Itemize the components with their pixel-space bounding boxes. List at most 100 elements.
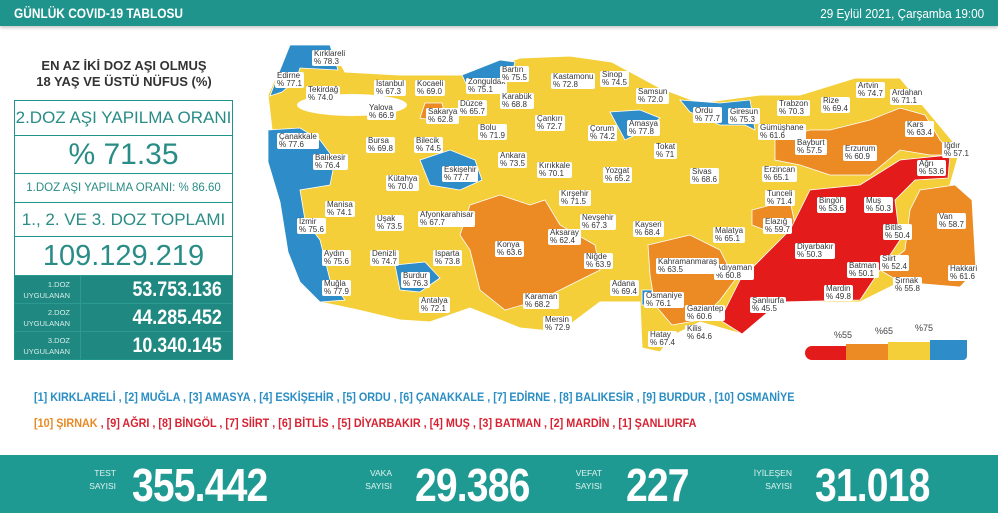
province-rate: % 59.7 <box>765 225 790 234</box>
province-rate: % 71 <box>656 150 675 159</box>
province-name: Sakarya <box>428 107 458 116</box>
dose-value: 10.340.145 <box>132 334 222 357</box>
province-label: Bolu% 71.9 <box>478 124 507 140</box>
province-label: Kırıkkale% 70.1 <box>537 161 573 178</box>
province-name: İzmir <box>299 217 317 226</box>
province-label: Eskişehir% 77.7 <box>442 166 479 182</box>
province-rate: % 76.3 <box>403 279 428 288</box>
province-rate: % 70.1 <box>539 169 564 178</box>
province-name: Kırklareli <box>314 49 346 58</box>
province-name: Çankırı <box>537 114 563 123</box>
top-ten-list: [1] KIRKLARELİ , [2] MUĞLA , [3] AMASYA … <box>34 390 795 404</box>
province-name: Kastamonu <box>553 72 594 81</box>
province-rate: % 72.9 <box>545 323 570 332</box>
province-name: Burdur <box>403 271 428 280</box>
province-name: Van <box>939 212 953 221</box>
province-label: Niğde% 63.9 <box>584 253 613 269</box>
province-label: Gaziantep% 60.6 <box>685 305 726 321</box>
province-rate: % 53.6 <box>819 204 844 213</box>
province-rate: % 65.1 <box>715 234 740 243</box>
province-name: İstanbul <box>376 79 405 88</box>
province-rate: % 62.8 <box>428 115 453 124</box>
province-label: Burdur% 76.3 <box>401 272 430 288</box>
province-label: Giresun% 75.3 <box>728 108 761 124</box>
province-name: Erzincan <box>764 165 796 174</box>
province-label: Bitlis% 50.4 <box>883 224 912 240</box>
province-label: Kocaeli% 69.0 <box>415 80 446 96</box>
province-name: Osmaniye <box>646 291 683 300</box>
province-name: Rize <box>823 96 840 105</box>
province-name: Tekirdağ <box>308 85 339 94</box>
province-rate: % 74.5 <box>602 78 627 87</box>
province-name: Elazığ <box>765 217 788 226</box>
province-rate: % 74.1 <box>327 208 352 217</box>
province-name: Konya <box>497 240 520 249</box>
province-rate: % 63.5 <box>658 265 683 274</box>
province-name: Şırnak <box>895 276 919 285</box>
province-rate: % 57.5 <box>797 146 822 155</box>
province-label: Karaman% 68.2 <box>523 293 560 309</box>
province-rate: % 69.4 <box>823 104 848 113</box>
province-label: Antalya% 72.1 <box>419 297 450 313</box>
page-title: GÜNLÜK COVID-19 TABLOSU <box>14 5 184 21</box>
province-rate: % 62.4 <box>550 236 575 245</box>
province-label: İzmir% 75.6 <box>297 218 326 234</box>
province-name: Aksaray <box>550 228 579 237</box>
province-rate: % 57.1 <box>944 149 969 158</box>
dose-row: 1.DOZ UYGULANAN 53.753.136 <box>15 275 232 303</box>
province-rate: % 70.3 <box>779 107 804 116</box>
province-name: Kayseri <box>635 220 662 229</box>
province-label: Hatay% 67.4 <box>648 331 677 347</box>
province-label: Çorum% 74.2 <box>588 125 617 141</box>
province-label: Şırnak% 55.8 <box>893 277 922 293</box>
province-label: Sinop% 74.5 <box>600 71 629 87</box>
province-rate: % 75.6 <box>324 257 349 266</box>
province-rate: % 65.7 <box>460 107 485 116</box>
province-label: İstanbul% 67.3 <box>374 79 407 96</box>
province-rate: % 74.2 <box>590 132 615 141</box>
province-name: Samsun <box>638 87 668 96</box>
province-name: Yozgat <box>605 166 630 175</box>
province-label: Kars% 63.4 <box>905 121 934 137</box>
province-name: Kırıkkale <box>539 161 571 170</box>
province-label: Samsun% 72.0 <box>636 87 670 104</box>
province-name: Kahramanmaraş <box>658 257 718 266</box>
province-rate: % 69.0 <box>417 87 442 96</box>
province-name: Siirt <box>882 254 896 263</box>
province-label: Tokat% 71 <box>654 143 678 159</box>
province-label: Ankara% 73.5 <box>498 152 528 168</box>
province-name: Sinop <box>602 70 623 79</box>
daily-stats-bar: TEST SAYISI 355.442 VAKA SAYISI 29.386 VEF… <box>0 455 998 513</box>
province-label: Mersin% 72.9 <box>543 316 572 332</box>
province-name: Adıyaman <box>716 263 753 272</box>
province-rate: % 72.1 <box>421 304 446 313</box>
legend-orange <box>846 344 888 360</box>
province-rate: % 77.7 <box>444 173 469 182</box>
province-label: Muğla% 77.9 <box>322 280 351 296</box>
province-rate: % 70.0 <box>388 182 413 191</box>
province-name: Niğde <box>586 252 607 261</box>
province-label: Tekirdağ% 74.0 <box>306 85 341 102</box>
test-count: 355.442 <box>132 459 268 511</box>
province-label: Muş% 50.3 <box>864 197 893 213</box>
province-label: Van% 58.7 <box>937 213 966 229</box>
province-label: Kırşehir% 71.5 <box>559 190 591 206</box>
province-rate: % 67.3 <box>582 221 607 230</box>
legend-label: %65 <box>875 326 894 336</box>
province-name: Zonguldak <box>468 77 506 86</box>
province-name: Trabzon <box>779 99 809 108</box>
dose2-label: 2.DOZ AŞI YAPILMA ORANI <box>15 101 232 136</box>
province-rate: % 74.5 <box>416 144 441 153</box>
province-rate: % 77.1 <box>277 79 302 88</box>
dose2-value: % 71.35 <box>15 136 232 174</box>
province-label: Kayseri% 68.4 <box>633 221 664 237</box>
province-label: Adıyaman% 60.8 <box>714 263 755 280</box>
province-label: Konya% 63.6 <box>495 241 524 257</box>
province-label: Amasya% 77.8 <box>627 120 660 136</box>
province-name: Aydın <box>324 249 345 258</box>
province-label: Ordu% 77.7 <box>693 107 722 123</box>
province-label: Bilecik% 74.5 <box>414 137 443 153</box>
report-date: 29 Eylül 2021, Çarşamba 19:00 <box>820 6 984 21</box>
province-label: Kütahya% 70.0 <box>386 175 420 191</box>
province-rate: % 68.2 <box>525 300 550 309</box>
